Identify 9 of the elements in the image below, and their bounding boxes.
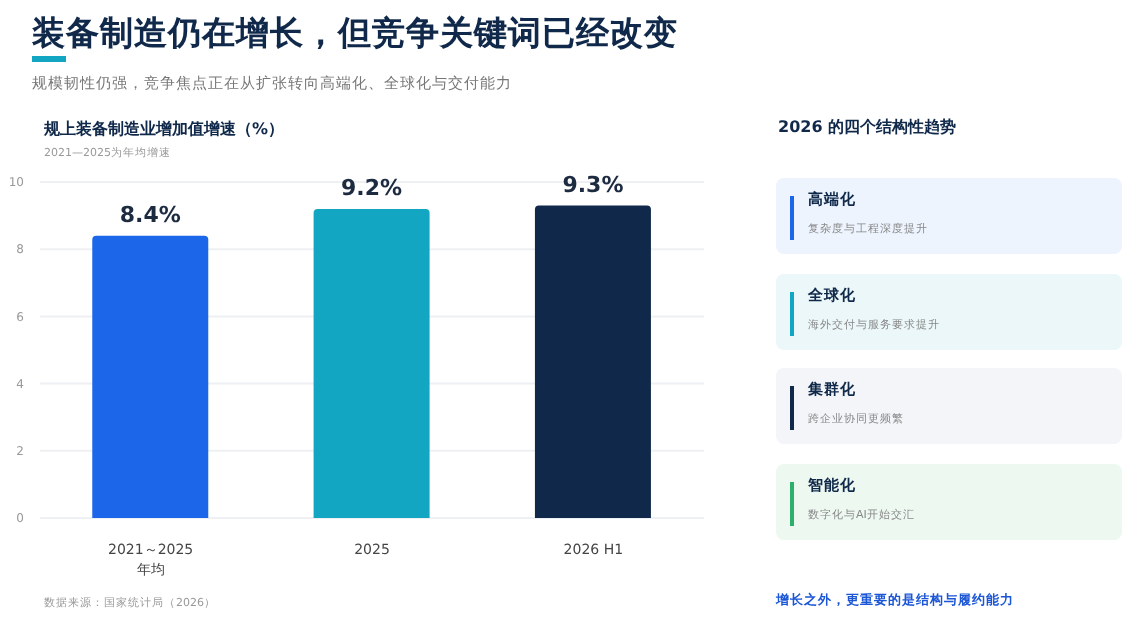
data-label: 9.3% [562, 171, 624, 198]
data-label: 8.4% [119, 201, 181, 228]
text: 2026 的四个结构性趋势 [778, 116, 957, 138]
chart-title: 装备制造仍在增长，但竞争关键词已经改变 [32, 12, 678, 56]
text: 规上装备制造业增加值增速（%） [44, 118, 285, 140]
bar [92, 235, 209, 518]
data-label: 9.2% [341, 174, 403, 201]
bar [313, 208, 430, 518]
bar [534, 205, 651, 518]
